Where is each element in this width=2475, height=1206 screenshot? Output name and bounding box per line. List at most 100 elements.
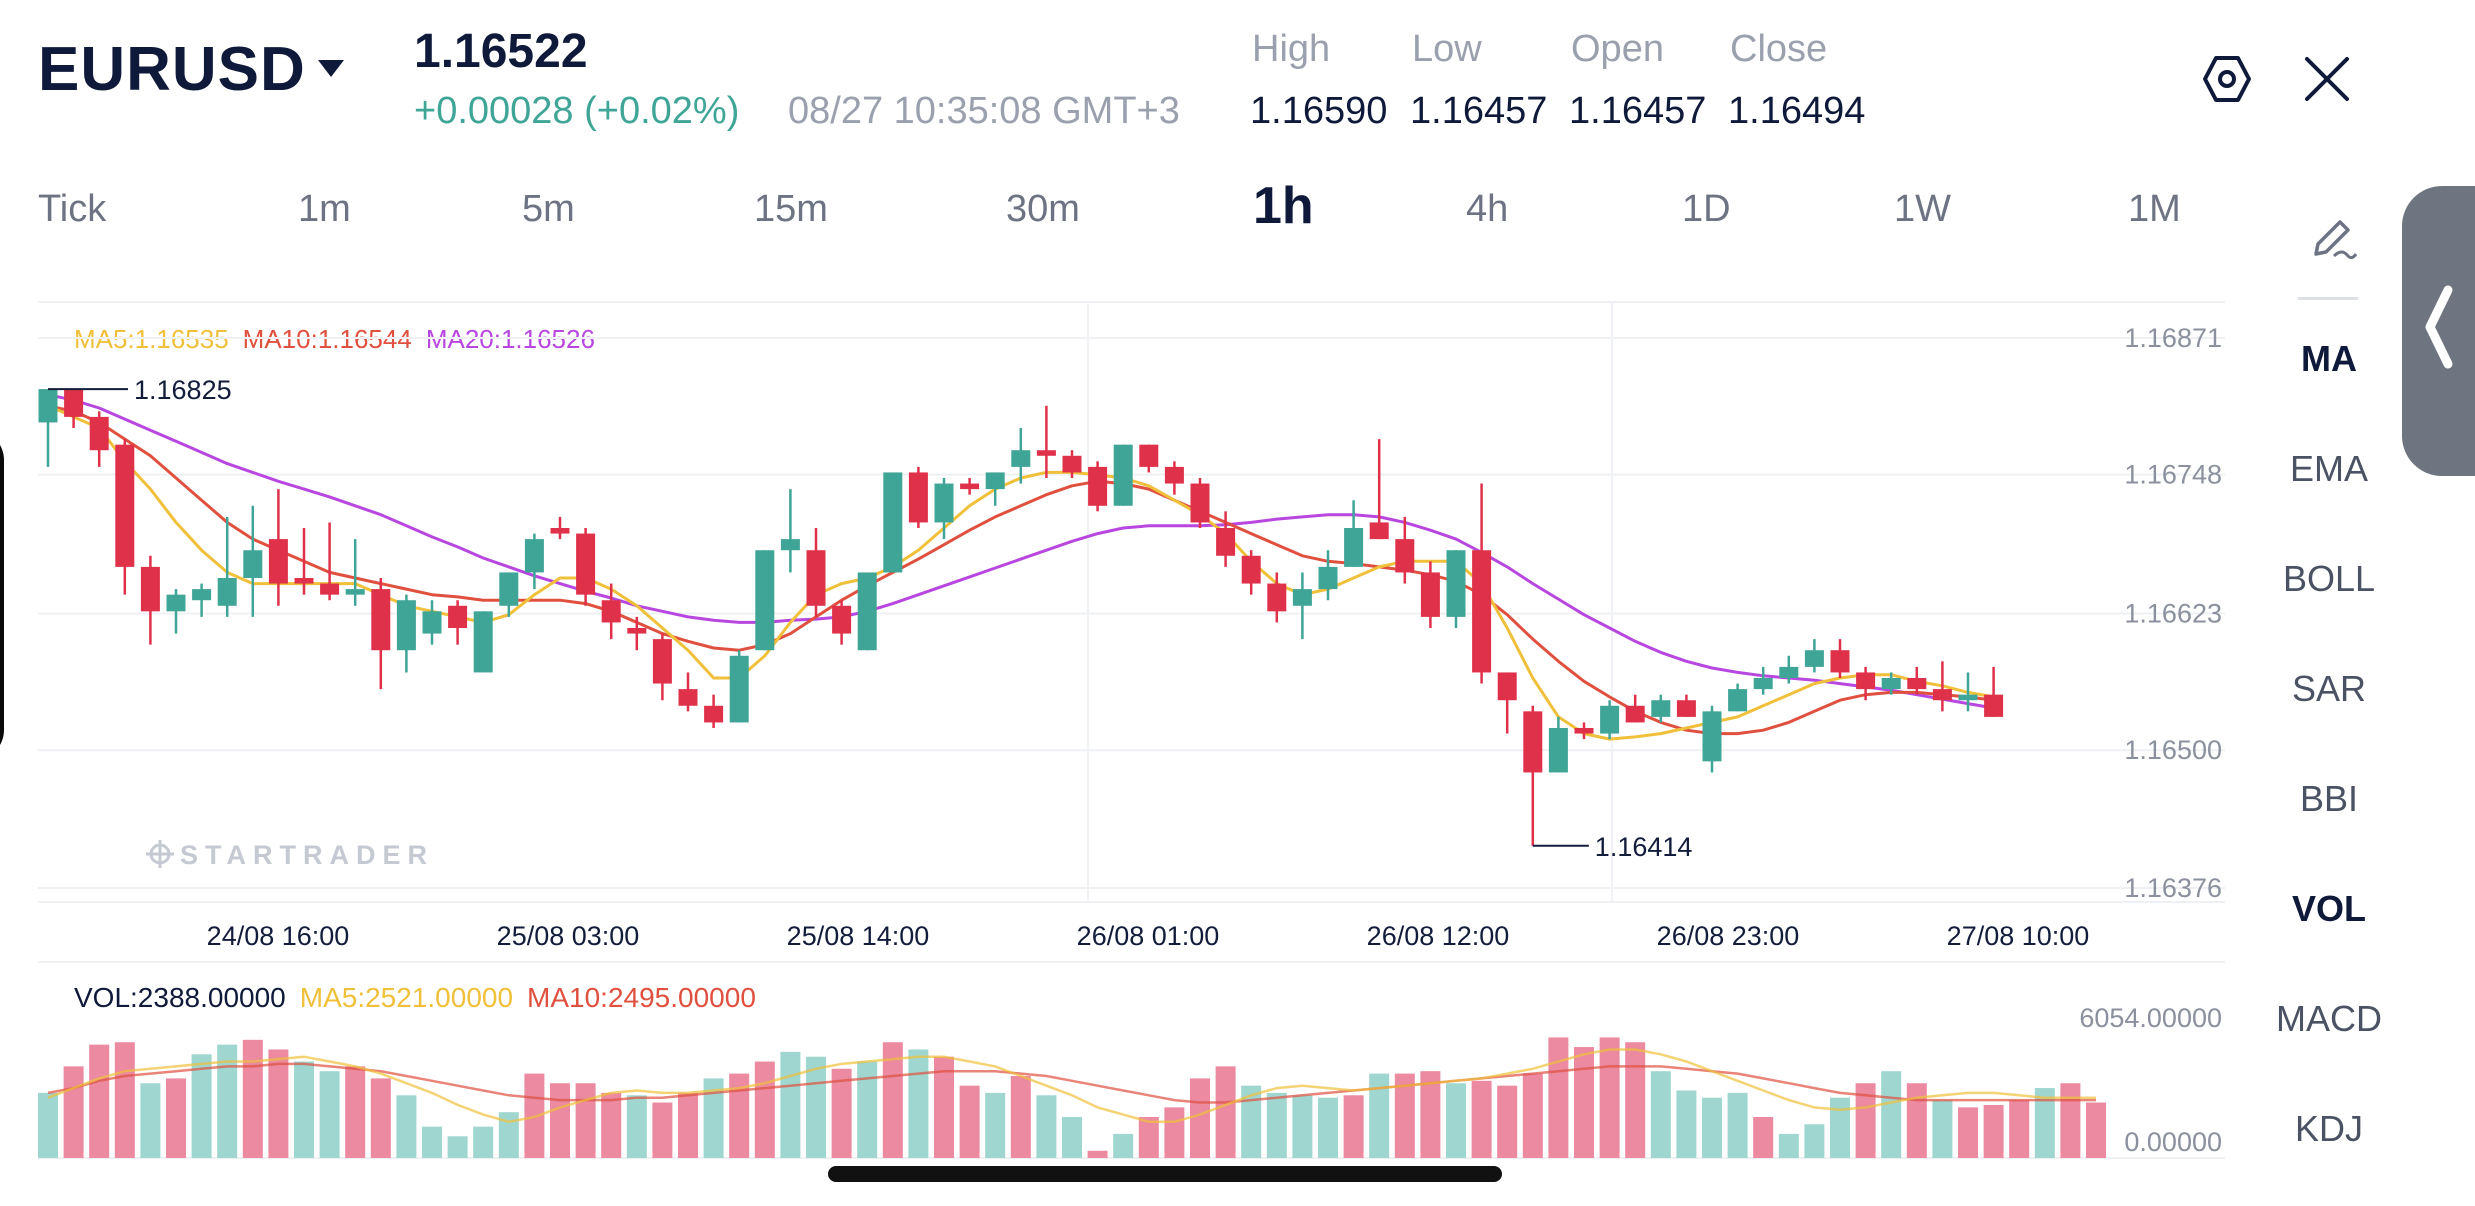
time-tick-label: 25/08 14:00 [787, 921, 930, 951]
candle-up [217, 578, 237, 606]
stat-high-value: 1.16590 [1250, 90, 1388, 132]
drawing-tool-icon[interactable] [2308, 214, 2358, 264]
candle-up [883, 472, 903, 573]
indicator-sar[interactable]: SAR [2291, 668, 2367, 709]
candle-up [1344, 528, 1364, 567]
candle-up [1011, 450, 1031, 467]
candle-up [1753, 678, 1773, 690]
volume-bar [1881, 1071, 1902, 1158]
volume-bar [626, 1095, 647, 1158]
volume-bar [191, 1054, 212, 1158]
candle-up [1548, 728, 1568, 773]
settings-icon[interactable] [2202, 54, 2252, 104]
volume-bar [1394, 1073, 1415, 1158]
stat-open-label: Open [1571, 28, 1664, 70]
candle-down [601, 600, 621, 623]
tab-timeframe-1m[interactable]: 1m [298, 188, 351, 230]
volume-bar [498, 1112, 519, 1158]
volume-bar [1369, 1073, 1390, 1158]
symbol-selector[interactable]: EURUSD [38, 35, 306, 104]
tab-timeframe-tick[interactable]: Tick [38, 188, 107, 230]
indicator-kdj[interactable]: KDJ [2294, 1108, 2363, 1149]
candle-up [729, 655, 749, 723]
candle-down [1190, 483, 1210, 523]
volume-bar [294, 1061, 314, 1158]
candle-down [1036, 450, 1056, 456]
candle-up [1804, 650, 1824, 667]
candle-down [448, 605, 468, 628]
panel-divider [2298, 297, 2358, 300]
candle-up [243, 550, 263, 578]
volume-tick-label: 0.00000 [2124, 1127, 2222, 1157]
candle-up [1600, 705, 1620, 734]
tab-timeframe-5m[interactable]: 5m [522, 188, 575, 230]
candle-up [1702, 711, 1722, 762]
chevron-left-icon[interactable] [2418, 282, 2458, 372]
volume-ma-lines [47, 1048, 2096, 1124]
candle-down [1139, 444, 1159, 467]
volume-bar [242, 1039, 263, 1158]
candle-up [1728, 689, 1748, 712]
time-tick-label: 25/08 03:00 [497, 921, 640, 951]
volume-bar [447, 1136, 468, 1158]
vol-ma10-legend: MA10:2495.00000 [527, 982, 756, 1013]
candle-down [1164, 466, 1184, 484]
tab-timeframe-1h[interactable]: 1h [1253, 177, 1314, 235]
volume-bar [959, 1085, 980, 1158]
time-tick-label: 24/08 16:00 [207, 921, 350, 951]
candle-down [652, 639, 672, 684]
volume-bar [2034, 1088, 2055, 1158]
volume-bar [38, 1092, 58, 1158]
candle-up [1292, 589, 1312, 606]
volume-bar [166, 1078, 186, 1158]
candle-up [192, 589, 212, 601]
candle-up [1881, 678, 1901, 690]
tab-timeframe-1d[interactable]: 1D [1682, 188, 1731, 230]
volume-axis: 6054.00000 0.00000 [2079, 1003, 2222, 1157]
volume-bar [1855, 1083, 1876, 1158]
volume-tick-label: 6054.00000 [2079, 1003, 2222, 1033]
candle-down [1497, 672, 1517, 701]
indicator-ema[interactable]: EMA [2289, 448, 2368, 489]
volume-bar [1958, 1107, 1978, 1158]
indicator-boll[interactable]: BOLL [2282, 558, 2376, 599]
volume-bar [370, 1078, 391, 1158]
volume-bar [1266, 1092, 1287, 1158]
indicator-macd[interactable]: MACD [2276, 998, 2382, 1039]
volume-bar [1446, 1083, 1466, 1158]
close-icon[interactable] [2302, 54, 2352, 104]
candle-down [320, 583, 340, 595]
volume-bar [729, 1073, 750, 1158]
symbol-dropdown-caret-icon[interactable] [318, 60, 344, 77]
candle-down [1369, 522, 1389, 540]
candle-up [857, 572, 877, 651]
volume-bar [1599, 1037, 1620, 1158]
volume-bar [1650, 1071, 1671, 1158]
indicator-vol[interactable]: VOL [2291, 888, 2366, 929]
candle-up [422, 611, 442, 634]
candle-down [678, 689, 698, 706]
tab-timeframe-4h[interactable]: 4h [1466, 188, 1509, 230]
candle-down [64, 389, 84, 417]
side-panel-toggle[interactable] [2402, 186, 2475, 476]
stat-low-label: Low [1412, 28, 1482, 70]
tab-timeframe-15m[interactable]: 15m [754, 188, 828, 230]
candle-down [1932, 689, 1952, 701]
indicator-ma[interactable]: MA [2301, 338, 2357, 379]
volume-bar [345, 1066, 366, 1158]
volume-bar [422, 1126, 442, 1158]
tab-timeframe-1w[interactable]: 1W [1894, 188, 1951, 230]
min-price-label: 1.16414 [1595, 832, 1693, 862]
tab-timeframe-1mo[interactable]: 1M [2128, 188, 2181, 230]
ma10-line [47, 404, 1994, 736]
volume-bars [38, 1037, 2106, 1158]
candle-down [1830, 650, 1850, 673]
indicator-bbi[interactable]: BBI [2299, 778, 2359, 819]
volume-bar [985, 1092, 1006, 1158]
quote-timestamp: 08/27 10:35:08 GMT+3 [788, 90, 1180, 132]
candle-up [473, 611, 493, 673]
volume-bar [1932, 1100, 1953, 1158]
tab-timeframe-30m[interactable]: 30m [1006, 188, 1080, 230]
volume-bar [857, 1061, 878, 1158]
